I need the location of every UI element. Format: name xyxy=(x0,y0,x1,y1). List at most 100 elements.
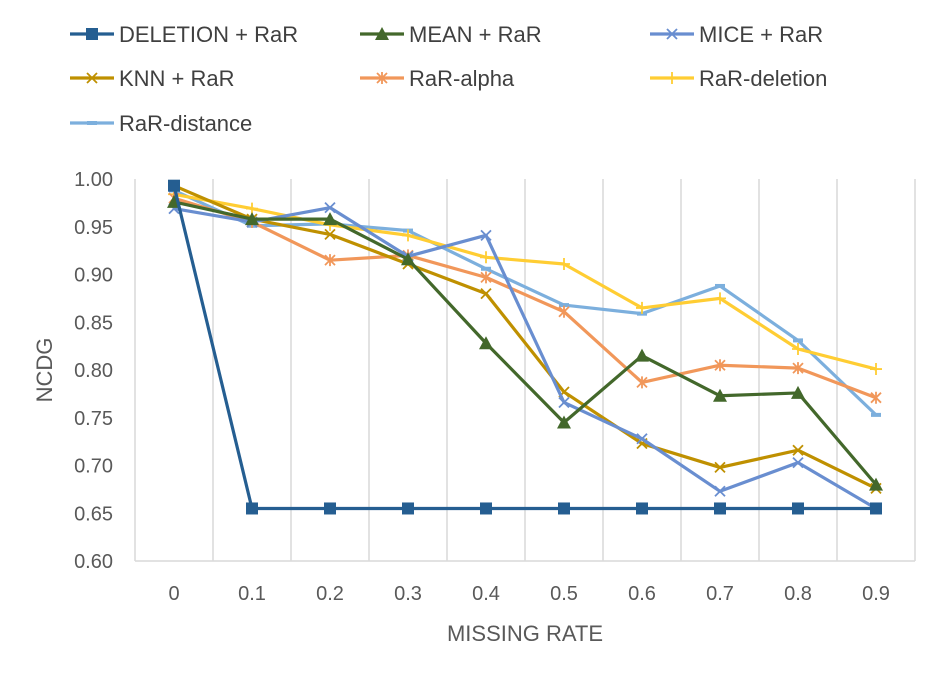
legend-item-mean-rar: MEAN + RaR xyxy=(360,22,542,47)
data-point-rar-deletion xyxy=(792,342,804,355)
data-point-mean-rar xyxy=(479,336,493,350)
legend-label: DELETION + RaR xyxy=(119,22,298,47)
legend-marker xyxy=(375,27,389,40)
data-point-mice-rar xyxy=(324,202,336,214)
data-point-rar-deletion xyxy=(714,292,726,305)
series-mean-rar xyxy=(167,194,883,491)
data-point-rar-alpha xyxy=(480,271,492,284)
data-point-rar-alpha xyxy=(870,391,882,404)
x-tick-label: 0 xyxy=(168,583,179,605)
legend-marker xyxy=(376,72,388,84)
x-tick-label: 0.4 xyxy=(472,583,500,605)
y-tick-label: 0.65 xyxy=(74,503,113,525)
legend-label: MEAN + RaR xyxy=(409,22,542,47)
series-deletion-rar xyxy=(168,179,882,515)
data-point-mice-rar xyxy=(636,433,648,445)
x-tick-label: 0.1 xyxy=(238,583,266,605)
y-tick-label: 1.00 xyxy=(74,169,113,191)
data-point-rar-distance xyxy=(871,412,881,417)
legend-item-deletion-rar: DELETION + RaR xyxy=(70,22,298,47)
data-point-rar-distance xyxy=(481,266,491,271)
series-rar-alpha xyxy=(168,192,882,404)
x-tick-label: 0.3 xyxy=(394,583,422,605)
data-point-mean-rar xyxy=(869,477,883,491)
series-line-knn-rar xyxy=(173,184,877,490)
data-point-mean-rar xyxy=(323,212,337,226)
series-lines xyxy=(167,179,883,515)
series-line-mean-rar xyxy=(173,200,878,486)
data-point-rar-deletion xyxy=(558,257,570,270)
x-tick-label: 0.9 xyxy=(862,583,890,605)
legend-marker xyxy=(666,72,678,84)
data-point-rar-alpha xyxy=(714,359,726,372)
data-point-deletion-rar xyxy=(870,502,882,515)
legend: DELETION + RaR MEAN + RaR MICE + RaR KNN + … xyxy=(70,22,827,136)
x-axis-tick-labels: 0 0.1 0.2 0.3 0.4 0.5 0.6 0.7 0.8 0.9 xyxy=(168,583,889,605)
legend-marker xyxy=(86,72,98,84)
data-point-deletion-rar xyxy=(714,502,726,515)
data-point-rar-alpha xyxy=(324,254,336,267)
series-line-rar-distance xyxy=(173,189,878,417)
data-point-rar-alpha xyxy=(792,362,804,375)
data-point-knn-rar xyxy=(480,287,492,300)
data-point-rar-deletion xyxy=(870,363,882,376)
x-tick-label: 0.7 xyxy=(706,583,734,605)
y-tick-label: 0.70 xyxy=(74,456,113,478)
legend-item-rar-distance: RaR-distance xyxy=(70,111,252,136)
legend-label: KNN + RaR xyxy=(119,66,235,91)
data-point-knn-rar xyxy=(714,461,726,474)
y-axis-title: NCDG xyxy=(32,338,57,403)
legend-item-rar-deletion: RaR-deletion xyxy=(650,66,827,91)
y-axis-tick-labels: 0.60 0.65 0.70 0.75 0.80 0.85 0.90 0.95 1.00 xyxy=(74,169,113,573)
data-point-deletion-rar xyxy=(792,502,804,515)
x-tick-label: 0.2 xyxy=(316,583,344,605)
data-point-mean-rar xyxy=(635,348,649,362)
data-point-mean-rar xyxy=(401,252,415,266)
series-line-mice-rar xyxy=(173,206,877,510)
legend-label: RaR-deletion xyxy=(699,66,827,91)
data-point-rar-distance xyxy=(793,338,803,343)
data-point-knn-rar xyxy=(324,228,336,241)
legend-label: RaR-alpha xyxy=(409,66,515,91)
data-point-mice-rar xyxy=(480,229,492,241)
data-point-deletion-rar xyxy=(324,502,336,515)
y-tick-label: 0.85 xyxy=(74,312,113,334)
data-point-mice-rar xyxy=(714,485,726,497)
data-point-rar-alpha xyxy=(558,305,570,318)
data-point-mice-rar xyxy=(792,456,804,469)
data-point-deletion-rar xyxy=(168,179,180,192)
data-point-mean-rar xyxy=(245,212,259,226)
y-tick-label: 0.75 xyxy=(74,408,113,430)
y-tick-label: 0.90 xyxy=(74,265,113,287)
data-point-rar-distance xyxy=(559,303,569,308)
data-point-deletion-rar xyxy=(636,502,648,515)
data-point-mean-rar xyxy=(713,388,727,402)
data-point-deletion-rar xyxy=(480,502,492,515)
series-line-rar-alpha xyxy=(173,196,877,400)
y-tick-label: 0.80 xyxy=(74,360,113,382)
legend-item-mice-rar: MICE + RaR xyxy=(650,22,823,47)
data-point-deletion-rar xyxy=(558,502,570,515)
data-point-rar-deletion xyxy=(480,251,492,264)
data-point-deletion-rar xyxy=(402,502,414,515)
series-line-rar-deletion xyxy=(173,192,877,371)
legend-marker xyxy=(86,28,98,40)
legend-item-rar-alpha: RaR-alpha xyxy=(360,66,515,91)
data-point-rar-alpha xyxy=(636,376,648,389)
x-axis-title: MISSING RATE xyxy=(447,621,603,646)
x-tick-label: 0.5 xyxy=(550,583,578,605)
data-point-mean-rar xyxy=(557,415,571,429)
y-tick-label: 0.95 xyxy=(74,217,113,239)
data-point-deletion-rar xyxy=(246,502,258,515)
data-point-mice-rar xyxy=(558,396,570,409)
data-point-rar-deletion xyxy=(402,229,414,242)
data-point-rar-deletion xyxy=(636,301,648,314)
x-tick-label: 0.8 xyxy=(784,583,812,605)
legend-label: MICE + RaR xyxy=(699,22,823,47)
gridlines xyxy=(134,179,916,561)
legend-item-knn-rar: KNN + RaR xyxy=(70,66,235,91)
series-line-deletion-rar xyxy=(172,185,876,511)
y-tick-label: 0.60 xyxy=(74,551,113,573)
data-point-mean-rar xyxy=(791,385,805,399)
